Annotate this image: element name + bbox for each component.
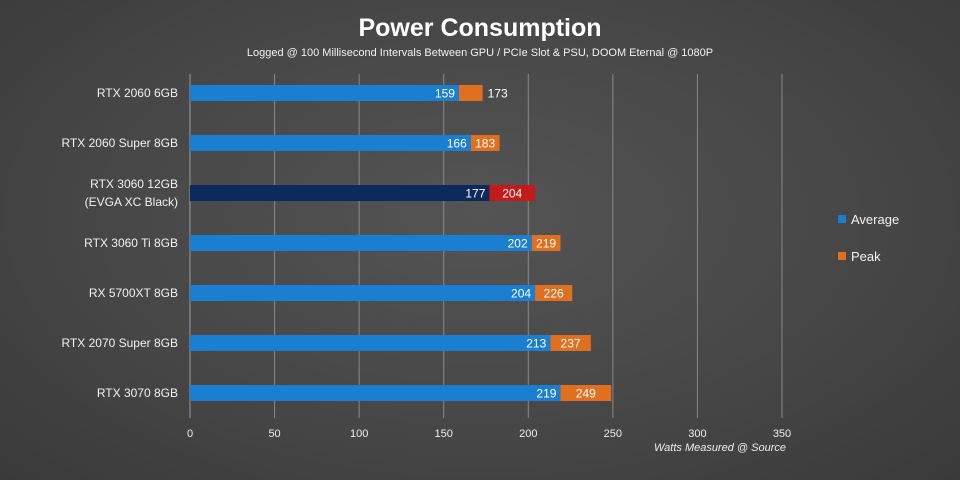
bar-average-0 — [190, 85, 459, 101]
y-tick-label-3: RTX 3060 Ti 8GB — [84, 236, 178, 250]
x-tick-label-0: 0 — [187, 428, 193, 440]
bar-average-3 — [190, 235, 532, 251]
legend-item-average: Average — [838, 210, 899, 228]
legend-label-average: Average — [851, 211, 900, 227]
y-tick-label-2-line-1: (EVGA XC Black) — [85, 195, 178, 209]
bar-peak-0 — [458, 85, 483, 101]
bar-average-5 — [190, 335, 551, 351]
data-label-peak-0: 173 — [488, 87, 508, 101]
y-tick-label-1: RTX 2060 Super 8GB — [61, 136, 178, 150]
bar-peak-3 — [531, 235, 561, 251]
data-label-average-0: 159 — [435, 87, 455, 101]
bar-average-6 — [190, 385, 561, 401]
legend: Average Peak — [838, 210, 899, 284]
data-label-peak-1: 183 — [475, 137, 495, 151]
data-label-peak-2: 204 — [502, 187, 522, 201]
data-label-average-5: 213 — [526, 337, 546, 351]
data-label-average-3: 202 — [508, 237, 528, 251]
x-tick-label-250: 250 — [604, 428, 622, 440]
bar-peak-6 — [560, 385, 612, 401]
data-label-peak-5: 237 — [561, 337, 581, 351]
x-tick-label-100: 100 — [350, 428, 368, 440]
bar-average-1 — [190, 135, 471, 151]
data-label-average-6: 219 — [536, 387, 556, 401]
y-tick-label-6: RTX 3070 8GB — [97, 386, 178, 400]
y-tick-label-0: RTX 2060 6GB — [97, 86, 178, 100]
data-label-peak-6: 249 — [576, 387, 596, 401]
x-axis-title: Watts Measured @ Source — [654, 442, 786, 454]
y-tick-label-4: RX 5700XT 8GB — [89, 286, 178, 300]
legend-label-peak: Peak — [851, 248, 881, 264]
y-tick-label-2-line-0: RTX 3060 12GB — [90, 177, 178, 191]
legend-swatch-peak — [838, 252, 846, 260]
data-label-average-1: 166 — [447, 137, 467, 151]
y-tick-label-5: RTX 2070 Super 8GB — [61, 336, 178, 350]
legend-item-peak: Peak — [838, 247, 899, 265]
chart-subtitle: Logged @ 100 Millisecond Intervals Betwe… — [246, 47, 714, 59]
bar-average-4 — [190, 285, 536, 301]
bar-peak-4 — [535, 285, 573, 301]
bar-average-2 — [190, 185, 490, 201]
x-tick-label-300: 300 — [688, 428, 706, 440]
x-tick-label-150: 150 — [435, 428, 453, 440]
data-label-average-4: 204 — [511, 287, 531, 301]
legend-swatch-average — [838, 215, 846, 223]
data-label-peak-3: 219 — [536, 237, 556, 251]
chart-title: Power Consumption — [358, 14, 602, 42]
x-tick-label-350: 350 — [773, 428, 791, 440]
data-label-peak-4: 226 — [544, 287, 564, 301]
bar-peak-5 — [550, 335, 591, 351]
bar-peak-2 — [489, 185, 536, 201]
x-tick-label-200: 200 — [519, 428, 537, 440]
data-label-average-2: 177 — [465, 187, 485, 201]
bar-peak-1 — [470, 135, 500, 151]
x-tick-label-50: 50 — [268, 428, 280, 440]
